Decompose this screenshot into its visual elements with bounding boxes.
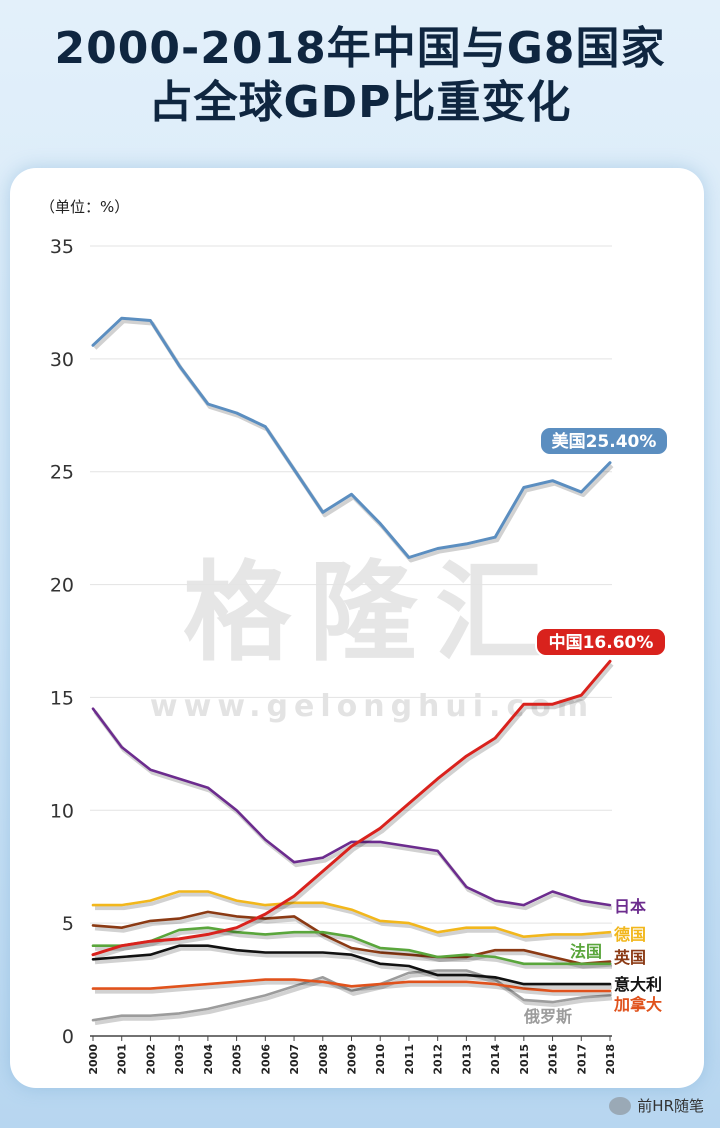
- watermark-url: www.gelonghui.com: [150, 689, 594, 724]
- x-tick-label: 2012: [432, 1044, 445, 1075]
- x-tick-label: 2006: [259, 1044, 272, 1075]
- credit: 前HR随笔: [609, 1095, 704, 1116]
- series-shadow-canada: [95, 980, 612, 996]
- title-line-1: 2000-2018年中国与G8国家: [54, 23, 666, 74]
- x-tick-label: 2011: [403, 1044, 416, 1075]
- x-tick-label: 2017: [575, 1044, 588, 1075]
- series-label-canada: 加拿大: [613, 995, 662, 1014]
- series-line-us: [91, 316, 612, 559]
- series-shadow-china: [94, 663, 614, 960]
- series-line-china: [91, 659, 612, 957]
- x-tick-label: 2015: [518, 1044, 531, 1075]
- y-tick-label: 20: [50, 575, 74, 597]
- y-tick-label: 10: [50, 800, 74, 822]
- series-line-uk: [91, 910, 612, 966]
- series-label-russia: 俄罗斯: [523, 1007, 572, 1026]
- title-line-2: 占全球GDP比重变化: [148, 77, 572, 128]
- y-tick-label: 5: [62, 913, 74, 935]
- series-lines: [91, 316, 614, 1026]
- series-shadow-germany: [95, 892, 613, 942]
- x-tick-label: 2009: [346, 1044, 359, 1075]
- series-label-germany: 德国: [614, 925, 646, 944]
- series-line-canada: [91, 978, 612, 993]
- x-tick-label: 2003: [173, 1044, 186, 1075]
- series-label-uk: 英国: [613, 948, 646, 967]
- series-label-france: 法国: [570, 942, 602, 961]
- watermark-text: 格隆汇: [183, 551, 561, 676]
- x-tick-label: 2018: [604, 1044, 617, 1075]
- series-shadow-russia: [94, 971, 613, 1026]
- y-tick-label: 0: [62, 1026, 74, 1048]
- x-tick-label: 2005: [231, 1044, 244, 1075]
- x-tick-label: 2001: [116, 1044, 129, 1075]
- y-tick-label: 30: [50, 349, 74, 371]
- callout-box-china: [535, 627, 667, 657]
- callout-box-us: [539, 426, 669, 456]
- callout-us: 美国25.40%: [552, 431, 657, 452]
- chart-title: 2000-2018年中国与G8国家 占全球GDP比重变化: [0, 22, 720, 130]
- x-tick-label: 2007: [288, 1044, 301, 1075]
- x-axis-ticks: 2000 2001 2002 2003 2004 2005 2006 2007 2008 2009…: [87, 1036, 617, 1075]
- series-shadow-italy: [94, 946, 612, 990]
- series-shadow-uk: [94, 912, 613, 969]
- watermark: 格隆汇 www.gelonghui.com: [150, 551, 594, 724]
- unit-label: （单位：%）: [40, 198, 129, 216]
- y-axis-ticks: 0 5 10 15 20 25 30 35: [50, 236, 74, 1048]
- series-line-germany: [91, 890, 612, 939]
- x-tick-label: 2008: [317, 1044, 330, 1075]
- wechat-icon: [609, 1096, 632, 1115]
- credit-text: 前HR随笔: [637, 1097, 704, 1115]
- series-line-japan: [91, 707, 612, 907]
- series-label-japan: 日本: [614, 897, 646, 916]
- y-tick-label: 35: [50, 236, 74, 258]
- x-tick-label: 2002: [144, 1044, 157, 1075]
- series-line-france: [91, 926, 612, 966]
- series-line-russia: [91, 969, 612, 1022]
- callout-china: 中国16.60%: [549, 632, 654, 653]
- x-tick-label: 2010: [374, 1044, 387, 1075]
- y-tick-label: 25: [50, 462, 74, 484]
- x-tick-label: 2000: [87, 1044, 100, 1075]
- series-line-italy: [91, 944, 612, 986]
- x-tick-label: 2004: [202, 1044, 215, 1075]
- x-tick-label: 2014: [489, 1044, 502, 1075]
- series-shadow-france: [95, 928, 612, 969]
- y-tick-label: 15: [50, 687, 74, 709]
- series-label-italy: 意大利: [614, 975, 662, 994]
- callouts: 美国25.40% 中国16.60%: [535, 426, 669, 657]
- x-tick-label: 2016: [547, 1044, 560, 1075]
- x-tick-label: 2013: [460, 1044, 473, 1075]
